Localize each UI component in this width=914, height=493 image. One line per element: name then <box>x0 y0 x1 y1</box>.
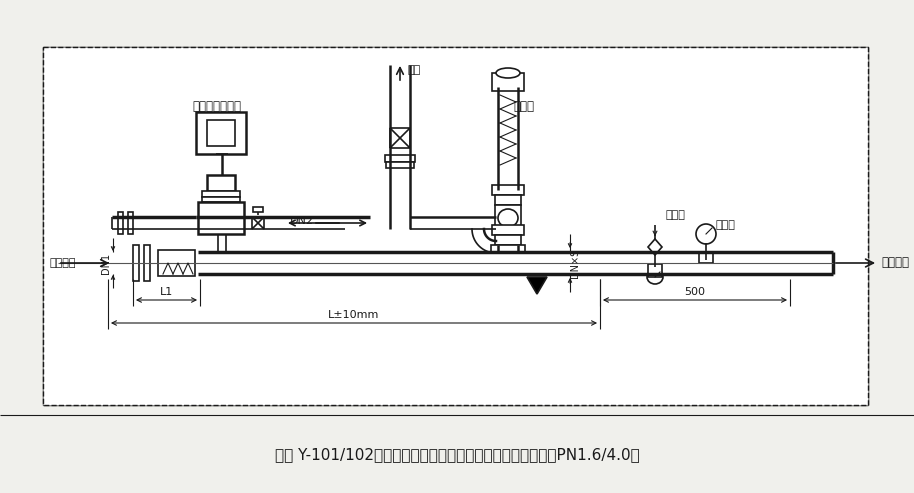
Text: DN×S: DN×S <box>570 248 580 278</box>
Bar <box>207 175 235 191</box>
Bar <box>491 245 525 253</box>
Polygon shape <box>252 217 258 229</box>
Bar <box>492 73 524 91</box>
Text: 减压阀及执行器: 减压阀及执行器 <box>192 101 241 113</box>
Bar <box>133 245 139 281</box>
Text: L±10mm: L±10mm <box>328 310 379 320</box>
Bar <box>202 197 240 202</box>
Text: 500: 500 <box>685 287 706 297</box>
Text: 图一 Y-101/102系列电动直行程减压装置图（一只弹簧安全阀PN1.6/4.0）: 图一 Y-101/102系列电动直行程减压装置图（一只弹簧安全阀PN1.6/4.… <box>274 448 640 462</box>
Text: 二次蒸汽: 二次蒸汽 <box>881 256 909 270</box>
Polygon shape <box>258 217 264 229</box>
Circle shape <box>696 224 716 244</box>
Bar <box>118 212 123 234</box>
Bar <box>385 155 415 162</box>
Polygon shape <box>390 138 410 148</box>
Bar <box>495 205 521 227</box>
Ellipse shape <box>647 270 663 284</box>
Bar <box>253 207 263 212</box>
Text: 一次蒸汽: 一次蒸汽 <box>49 258 76 268</box>
Bar <box>386 162 414 168</box>
Bar <box>207 120 235 146</box>
Bar <box>196 112 246 154</box>
Polygon shape <box>390 128 410 138</box>
Bar <box>43 47 868 405</box>
Text: 排空: 排空 <box>408 65 421 75</box>
Bar <box>198 202 244 234</box>
Bar <box>492 185 524 195</box>
Bar <box>495 235 521 245</box>
Text: 压力表: 压力表 <box>665 210 685 220</box>
Bar <box>699 253 713 263</box>
Bar <box>202 191 240 197</box>
Polygon shape <box>527 277 547 294</box>
Text: DN1: DN1 <box>101 252 111 274</box>
Bar <box>43 47 868 405</box>
Text: DN2: DN2 <box>290 216 314 226</box>
Text: 安全阀: 安全阀 <box>513 101 534 113</box>
Bar <box>492 225 524 235</box>
Bar <box>158 250 195 276</box>
Ellipse shape <box>498 209 518 227</box>
Bar <box>648 264 662 277</box>
Bar <box>128 212 133 234</box>
Text: L1: L1 <box>160 287 173 297</box>
Bar <box>144 245 150 281</box>
Polygon shape <box>648 239 662 255</box>
Bar <box>495 195 521 205</box>
Text: 温度计: 温度计 <box>716 220 736 230</box>
Ellipse shape <box>496 68 520 78</box>
